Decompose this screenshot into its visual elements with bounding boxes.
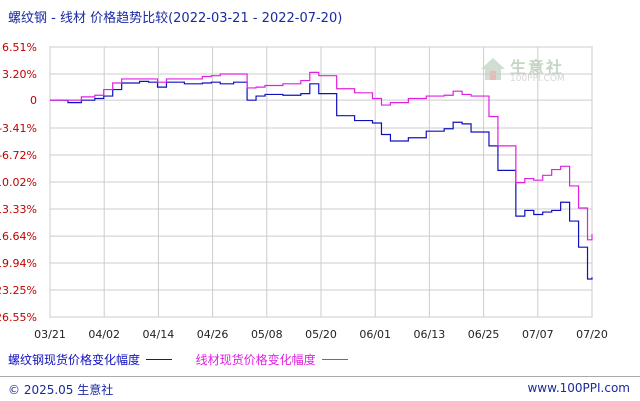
x-tick-label: 07/07 bbox=[522, 328, 554, 341]
y-tick-label: -13.33% bbox=[0, 203, 37, 216]
chart-grid bbox=[49, 46, 593, 318]
x-axis: 03/21 04/02 04/14 04/26 05/08 05/20 06/01 06/13… bbox=[34, 328, 608, 341]
chart-date-range: (2022-03-21 - 2022-07-20) bbox=[168, 11, 343, 26]
x-tick-label: 04/26 bbox=[197, 328, 229, 341]
footer-site-link[interactable]: www.100PPI.com bbox=[527, 381, 630, 395]
y-tick-label: 6.51% bbox=[2, 41, 37, 54]
legend-line-series2 bbox=[321, 359, 348, 360]
chart-legend: 螺纹钢现货价格变化幅度 线材现货价格变化幅度 bbox=[8, 351, 354, 368]
series-line-1 bbox=[50, 80, 593, 280]
x-tick-label: 05/20 bbox=[305, 328, 337, 341]
series-line-2 bbox=[50, 71, 593, 241]
chart-title-main: 螺纹钢 - 线材 价格趋势比较 bbox=[8, 11, 169, 26]
legend-line-series1 bbox=[146, 359, 173, 360]
x-tick-label: 06/13 bbox=[414, 328, 446, 341]
x-tick-label: 04/14 bbox=[143, 328, 175, 341]
y-tick-label: -6.72% bbox=[0, 149, 37, 162]
x-tick-label: 07/20 bbox=[576, 328, 608, 341]
y-tick-label: -23.25% bbox=[0, 284, 37, 297]
x-tick-label: 03/21 bbox=[34, 328, 66, 341]
watermark-logo-text: 生意社 bbox=[510, 58, 565, 77]
x-tick-label: 06/01 bbox=[359, 328, 391, 341]
legend-label-series1: 螺纹钢现货价格变化幅度 bbox=[8, 353, 141, 367]
x-tick-label: 05/08 bbox=[251, 328, 283, 341]
chart-title: 螺纹钢 - 线材 价格趋势比较(2022-03-21 - 2022-07-20) bbox=[8, 7, 342, 26]
y-tick-label: 3.20% bbox=[2, 68, 37, 81]
y-tick-label: -19.94% bbox=[0, 257, 37, 270]
y-tick-label: -26.55% bbox=[0, 311, 37, 324]
y-tick-label: 0 bbox=[30, 94, 37, 107]
footer-copyright: © 2025.05 生意社 bbox=[8, 383, 114, 397]
footer: © 2025.05 生意社 www.100PPI.com bbox=[0, 376, 640, 401]
y-tick-label: -3.41% bbox=[0, 122, 37, 135]
chart-lines bbox=[50, 71, 593, 280]
y-tick-label: -16.64% bbox=[0, 230, 37, 243]
y-tick-label: -10.02% bbox=[0, 176, 37, 189]
y-axis: 6.51% 3.20% 0 -3.41% -6.72% -10.02% -13.33% -16… bbox=[0, 41, 37, 324]
legend-label-series2: 线材现货价格变化幅度 bbox=[195, 353, 316, 367]
x-tick-label: 04/02 bbox=[88, 328, 120, 341]
x-tick-label: 06/25 bbox=[468, 328, 500, 341]
